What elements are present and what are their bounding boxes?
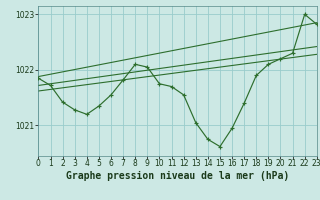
X-axis label: Graphe pression niveau de la mer (hPa): Graphe pression niveau de la mer (hPa) xyxy=(66,171,289,181)
